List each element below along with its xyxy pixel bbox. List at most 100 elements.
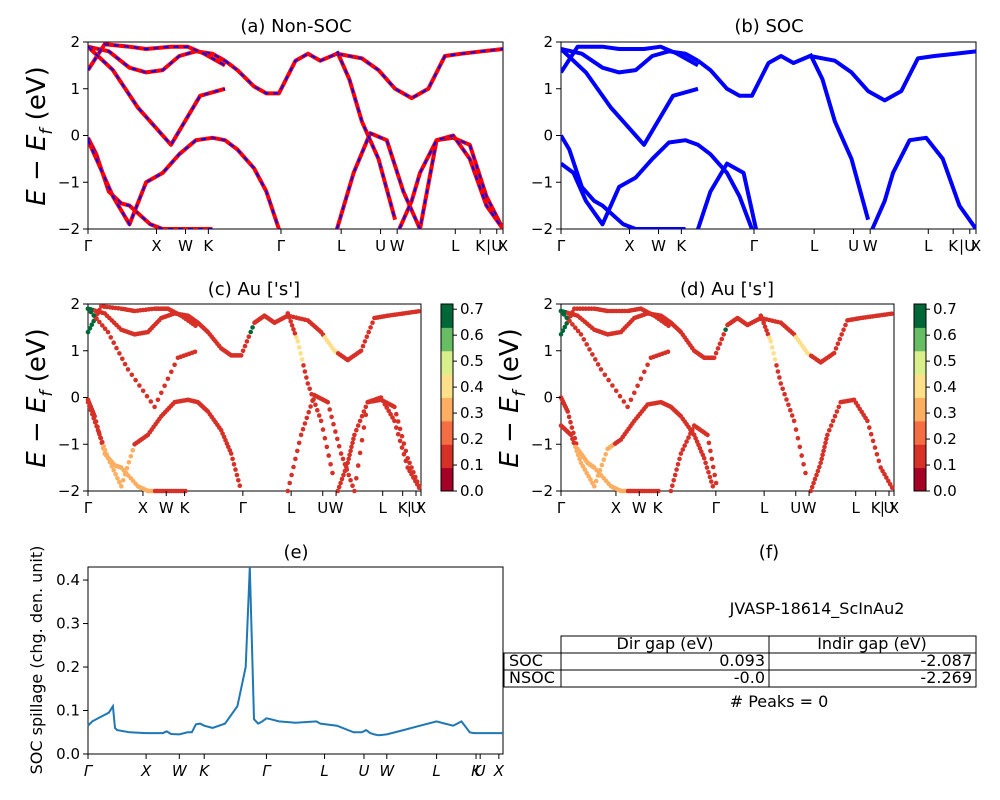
y-tick-label: 0.4	[56, 571, 80, 589]
band-point	[370, 320, 375, 326]
band-point	[635, 383, 640, 389]
y-tick-label: 1	[543, 342, 553, 360]
band-point	[665, 349, 671, 355]
band-point	[329, 414, 334, 420]
band-point	[105, 329, 111, 335]
gap-table-row-soc-indir: -2.087	[920, 651, 972, 670]
band-point	[165, 376, 171, 382]
colorbar-tick-label: 0.0	[933, 482, 957, 500]
band-point	[299, 357, 305, 362]
band-point	[305, 381, 311, 386]
band-point	[244, 339, 250, 344]
band-point	[830, 418, 836, 424]
x-tick-label: |	[880, 499, 885, 517]
colorbar-tick-label: 0.5	[933, 352, 957, 370]
band-line	[561, 44, 699, 74]
x-tick-label: |	[959, 237, 964, 255]
band-point	[405, 465, 411, 470]
x-tick-label: X	[498, 237, 508, 255]
panel-f-title: (f)	[759, 542, 779, 563]
band-point	[97, 307, 102, 313]
band-point	[707, 474, 713, 480]
band-point	[561, 312, 567, 317]
band-point	[836, 404, 842, 410]
band-point	[403, 448, 409, 454]
x-tick-label: L	[337, 237, 346, 255]
band-line-dashed	[88, 136, 280, 229]
colorbar-frame	[440, 303, 454, 492]
band-point	[772, 357, 778, 362]
band-point	[313, 402, 318, 408]
band-point	[390, 415, 395, 420]
band-point	[92, 419, 98, 425]
colorbar-segment	[914, 374, 926, 398]
band-point	[573, 444, 578, 450]
band-point	[568, 313, 573, 319]
band-point	[837, 336, 843, 342]
band-point	[335, 436, 340, 442]
band-point	[581, 337, 587, 342]
x-tick-label: Γ	[557, 237, 566, 255]
band-point	[344, 464, 349, 470]
x-tick-label: W	[329, 499, 344, 517]
y-tick-label: 0.0	[56, 745, 80, 763]
band-point	[675, 462, 681, 467]
band-point	[304, 415, 310, 421]
band-point	[814, 472, 819, 478]
band-point	[709, 456, 715, 462]
band-point	[571, 440, 577, 446]
band-point	[85, 399, 91, 405]
colorbar-frame	[913, 303, 927, 492]
band-point	[809, 484, 815, 490]
band-point	[828, 423, 834, 428]
x-tick-label: W	[651, 237, 666, 255]
band-point	[333, 429, 338, 434]
band-point	[85, 306, 91, 312]
band-point	[825, 432, 830, 438]
band-point	[587, 347, 592, 352]
band-point	[341, 472, 346, 478]
colorbar-tick-label: 0.6	[460, 326, 484, 344]
band-point	[801, 462, 806, 467]
band-point	[588, 477, 593, 482]
band-point	[834, 409, 840, 414]
band-point	[684, 439, 689, 444]
band-point	[234, 472, 240, 478]
band-point	[617, 393, 623, 399]
panel-a-title: (a) Non-SOC	[240, 16, 351, 37]
band-point	[392, 418, 397, 424]
band-point	[91, 313, 96, 318]
band-point	[155, 397, 161, 403]
band-point	[558, 308, 564, 314]
panel-e-title: (e)	[283, 542, 308, 563]
x-tick-label: Γ	[84, 237, 93, 255]
band-point	[407, 460, 412, 466]
plot-area	[88, 42, 503, 229]
band-point	[761, 320, 766, 326]
x-tick-label: U	[848, 237, 859, 255]
colorbar-tick-label: 0.1	[933, 456, 957, 474]
band-point	[336, 444, 342, 449]
y-tick-label: 2	[70, 33, 80, 51]
band-point	[595, 362, 601, 367]
y-tick-label: −2	[531, 482, 553, 500]
band-point	[97, 431, 102, 437]
band-point	[632, 390, 637, 396]
band-line	[561, 134, 686, 229]
band-point	[710, 484, 716, 489]
colorbar-segment	[441, 374, 453, 398]
band-point	[364, 334, 370, 340]
band-point	[361, 409, 367, 414]
band-point	[119, 484, 124, 489]
band-point	[102, 448, 108, 453]
band-point	[606, 377, 611, 383]
band-point	[113, 472, 118, 477]
band-point	[328, 462, 333, 467]
x-tick-label: L	[810, 237, 819, 255]
band-point	[336, 484, 342, 490]
band-point	[678, 451, 684, 456]
band-point	[803, 470, 808, 476]
band-point	[140, 388, 146, 394]
band-point	[355, 463, 361, 468]
band-point	[784, 397, 789, 402]
